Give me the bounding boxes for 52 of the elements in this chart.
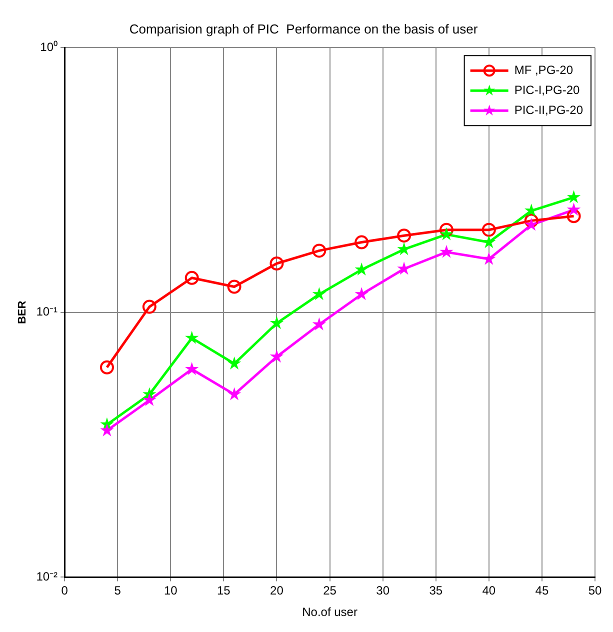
point bbox=[270, 350, 284, 363]
point bbox=[227, 387, 242, 400]
point bbox=[440, 244, 454, 258]
point bbox=[524, 214, 538, 228]
x-tick-label: 0 bbox=[61, 584, 68, 598]
y-tick-label: 10⁰ bbox=[40, 40, 58, 54]
x-tick-label: 30 bbox=[376, 584, 390, 598]
point bbox=[482, 252, 496, 265]
point bbox=[142, 393, 156, 406]
point bbox=[185, 330, 199, 344]
point bbox=[270, 256, 284, 270]
x-tick-label: 15 bbox=[217, 584, 231, 598]
point bbox=[439, 222, 454, 237]
point bbox=[524, 218, 538, 231]
legend-label: PIC-II,PG-20 bbox=[514, 102, 584, 117]
legend-label: PIC-I,PG-20 bbox=[514, 82, 580, 97]
point bbox=[312, 287, 326, 300]
point bbox=[482, 235, 496, 248]
point bbox=[440, 227, 454, 240]
x-tick-label: 50 bbox=[588, 584, 602, 598]
point bbox=[482, 222, 496, 237]
point bbox=[354, 287, 368, 300]
chart-title: Comparision graph of PIC Performance on the basis of user bbox=[129, 21, 478, 36]
point bbox=[270, 316, 284, 330]
point bbox=[354, 235, 369, 250]
point bbox=[142, 300, 156, 314]
legend-label: MF ,PG-20 bbox=[514, 62, 574, 77]
point bbox=[397, 228, 412, 243]
point bbox=[566, 209, 581, 224]
point bbox=[100, 423, 114, 436]
point bbox=[312, 317, 326, 330]
x-tick-label: 10 bbox=[164, 584, 178, 598]
x-tick-label: 20 bbox=[270, 584, 284, 598]
x-tick-label: 45 bbox=[535, 584, 549, 598]
point bbox=[184, 270, 199, 285]
y-tick-label: 10⁻¹ bbox=[36, 304, 58, 319]
x-tick-label: 40 bbox=[482, 584, 496, 598]
x-tick-label: 35 bbox=[429, 584, 443, 598]
y-axis-title: BER bbox=[16, 300, 29, 324]
x-tick-label: 5 bbox=[114, 584, 122, 598]
x-axis-title: No.of user bbox=[302, 605, 358, 620]
point bbox=[100, 360, 114, 374]
point bbox=[312, 244, 326, 258]
y-tick-label: 10⁻² bbox=[36, 570, 58, 584]
point bbox=[566, 190, 581, 204]
point bbox=[566, 202, 581, 216]
point bbox=[227, 356, 242, 370]
point bbox=[185, 362, 199, 376]
point bbox=[227, 280, 242, 294]
point bbox=[397, 262, 411, 275]
point bbox=[354, 262, 368, 276]
x-tick-label: 25 bbox=[323, 584, 337, 598]
